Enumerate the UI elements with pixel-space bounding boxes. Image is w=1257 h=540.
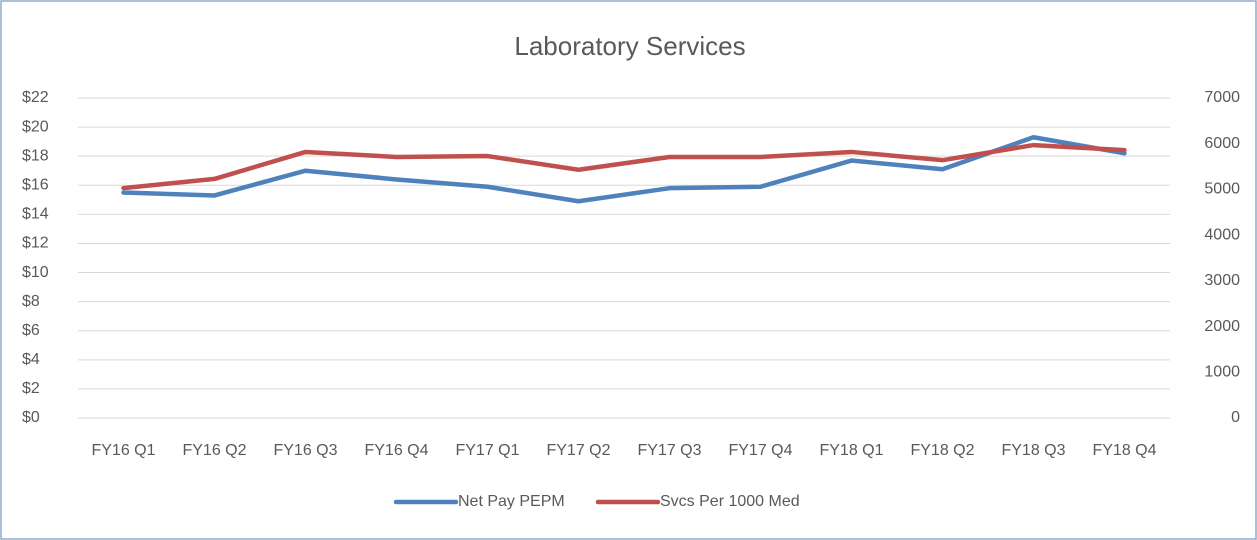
y-tick-label: $14 xyxy=(22,206,49,223)
y-tick-label: $10 xyxy=(22,264,49,281)
y2-tick-label: 4000 xyxy=(1204,226,1240,243)
y-tick-label: $20 xyxy=(22,118,49,135)
x-tick-label: FY17 Q2 xyxy=(546,442,610,459)
y-tick-label: $16 xyxy=(22,176,49,193)
legend-label: Svcs Per 1000 Med xyxy=(660,493,800,510)
y-tick-label: $0 xyxy=(22,409,40,426)
y-tick-label: $6 xyxy=(22,322,40,339)
series-line xyxy=(121,135,1127,204)
x-tick-label: FY17 Q1 xyxy=(455,442,519,459)
y-tick-label: $12 xyxy=(22,235,49,252)
y2-tick-label: 6000 xyxy=(1204,135,1240,152)
y2-tick-label: 2000 xyxy=(1204,318,1240,335)
y-tick-label: $2 xyxy=(22,380,40,397)
y2-tick-label: 3000 xyxy=(1204,272,1240,289)
y-tick-label: $18 xyxy=(22,147,49,164)
y2-tick-label: 0 xyxy=(1231,409,1240,426)
x-tick-label: FY16 Q2 xyxy=(182,442,246,459)
x-tick-label: FY18 Q2 xyxy=(910,442,974,459)
x-tick-label: FY16 Q4 xyxy=(364,442,428,459)
x-tick-label: FY17 Q4 xyxy=(728,442,792,459)
y-tick-label: $4 xyxy=(22,351,40,368)
y2-tick-label: 5000 xyxy=(1204,181,1240,198)
y2-tick-label: 7000 xyxy=(1204,89,1240,106)
x-tick-label: FY18 Q3 xyxy=(1001,442,1065,459)
y-tick-label: $22 xyxy=(22,89,49,106)
x-tick-label: FY18 Q4 xyxy=(1092,442,1156,459)
y-tick-label: $8 xyxy=(22,293,40,310)
x-tick-label: FY17 Q3 xyxy=(637,442,701,459)
legend-label: Net Pay PEPM xyxy=(458,493,565,510)
x-tick-label: FY18 Q1 xyxy=(819,442,883,459)
series-line xyxy=(121,142,1127,191)
y2-tick-label: 1000 xyxy=(1204,364,1240,381)
x-tick-label: FY16 Q3 xyxy=(273,442,337,459)
chart-title: Laboratory Services xyxy=(514,31,745,61)
x-tick-label: FY16 Q1 xyxy=(91,442,155,459)
